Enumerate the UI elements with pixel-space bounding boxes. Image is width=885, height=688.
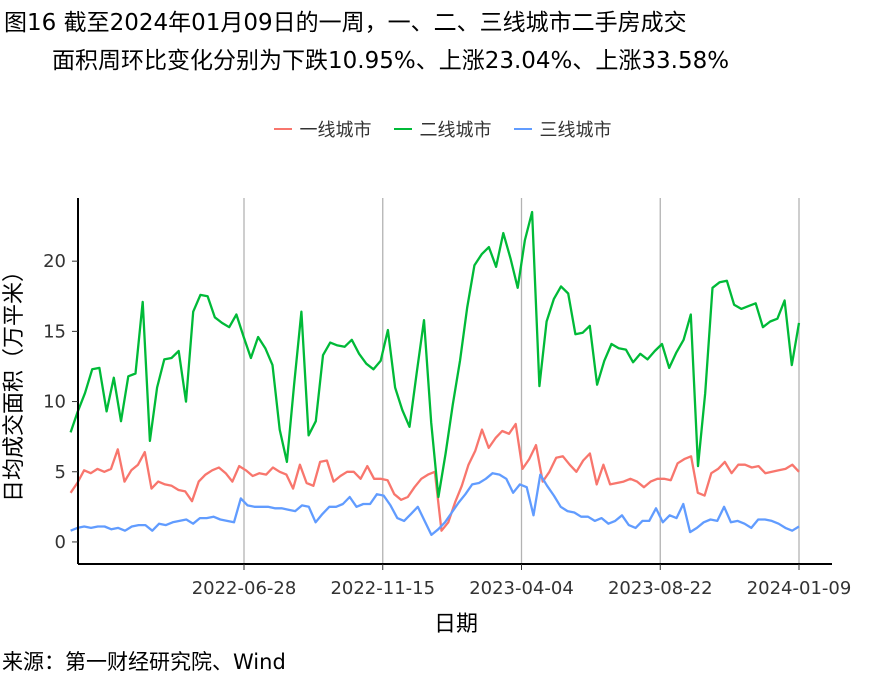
y-axis-ticks: 0 5 10 15 20: [43, 251, 78, 553]
legend: 一线城市 二线城市 三线城市: [0, 116, 885, 142]
y-tick-label: 5: [55, 462, 66, 483]
y-axis-label: 日均成交面积（万平米）: [2, 260, 27, 502]
y-tick-label: 20: [43, 251, 66, 272]
x-tick-label: 2023-08-22: [608, 578, 713, 599]
source-note: 来源：第一财经研究院、Wind: [2, 650, 286, 674]
x-axis-ticks: 2022-06-28 2022-11-15 2023-04-04 2023-08-22…: [192, 564, 852, 599]
x-tick-label: 2022-06-28: [192, 578, 297, 599]
x-axis-label: 日期: [434, 612, 478, 637]
x-tick-label: 2023-04-04: [469, 578, 574, 599]
legend-label-series-3: 三线城市: [539, 120, 612, 141]
legend-swatch-series-1: [273, 128, 292, 130]
title-line-1: 图16 截至2024年01月09日的一周，一、二、三线城市二手房成交: [4, 10, 687, 36]
legend-item-series-1: 一线城市: [273, 116, 372, 142]
legend-label-series-2: 二线城市: [419, 120, 492, 141]
legend-item-series-2: 二线城市: [393, 116, 492, 142]
series-line-2: [69, 210, 801, 499]
figure-title: 图16 截至2024年01月09日的一周，一、二、三线城市二手房成交 面积周环比…: [4, 4, 729, 80]
legend-item-series-3: 三线城市: [513, 116, 612, 142]
series-line-1: [69, 422, 800, 532]
x-tick-label: 2024-01-09: [747, 578, 852, 599]
x-tick-label: 2022-11-15: [330, 578, 435, 599]
y-tick-label: 15: [43, 321, 66, 342]
legend-label-series-1: 一线城市: [299, 120, 372, 141]
y-tick-label: 0: [55, 532, 66, 553]
y-tick-label: 10: [43, 392, 66, 413]
series-lines: [69, 210, 801, 537]
legend-swatch-series-2: [393, 128, 412, 130]
legend-swatch-series-3: [513, 128, 532, 130]
series-line-3: [70, 472, 800, 537]
title-line-2: 面积周环比变化分别为下跌10.95%、上涨23.04%、上涨33.58%: [52, 48, 730, 74]
